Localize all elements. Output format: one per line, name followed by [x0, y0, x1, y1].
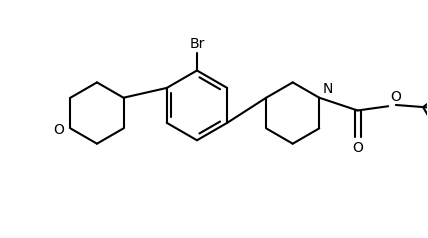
Text: N: N — [323, 82, 333, 96]
Text: O: O — [390, 90, 401, 104]
Text: Br: Br — [189, 37, 205, 51]
Text: O: O — [352, 141, 363, 155]
Text: O: O — [53, 124, 64, 138]
